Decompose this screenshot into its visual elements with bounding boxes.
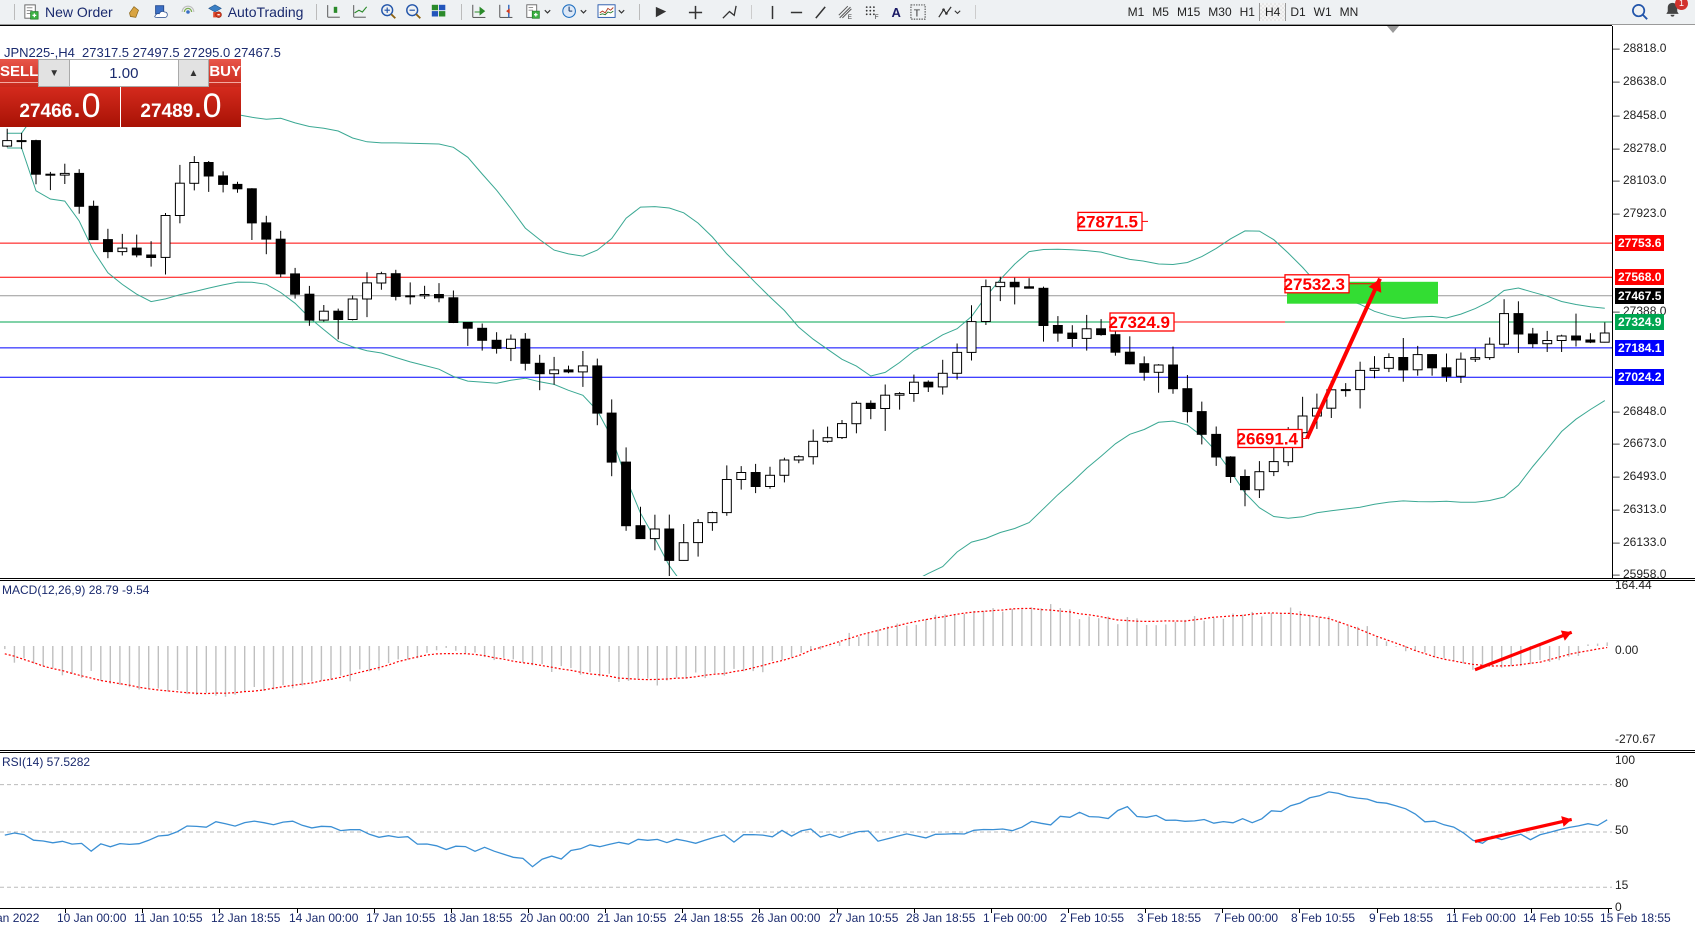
svg-text:E: E (848, 13, 852, 20)
svg-text:27532.3: 27532.3 (1284, 275, 1345, 294)
svg-text:27324.9: 27324.9 (1109, 313, 1170, 332)
svg-text:F: F (875, 13, 879, 20)
svg-text:26691.4: 26691.4 (1237, 430, 1299, 449)
svg-text:27871.5: 27871.5 (1077, 212, 1138, 231)
svg-text:T: T (914, 8, 921, 19)
